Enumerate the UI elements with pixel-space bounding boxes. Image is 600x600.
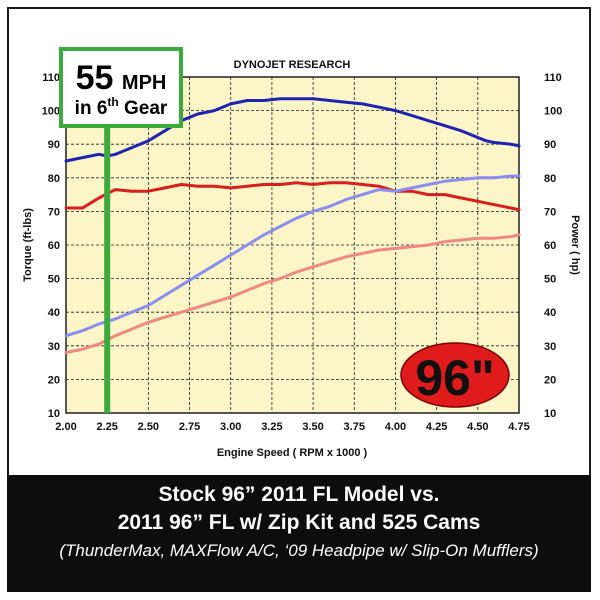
y-tick-label-left: 80 [48,173,60,185]
series-line-1 [64,97,521,163]
y-tick-label-right: 70 [544,206,556,218]
y-tick-label-right: 30 [544,341,556,353]
y-tick-label-right: 10 [544,408,556,420]
y-tick-label-left: 110 [42,72,60,84]
y-tick-label-left: 20 [48,374,60,386]
y-tick-label-left: 10 [48,408,60,420]
caption-banner: Stock 96” 2011 FL Model vs. 2011 96” FL … [7,475,591,592]
x-tick-label: 3.00 [220,421,241,433]
y-tick-label-right: 60 [544,240,556,252]
y-tick-label-right: 110 [544,72,562,84]
y-tick-label-left: 100 [42,106,60,118]
x-tick-label: 4.50 [467,421,488,433]
y-tick-label-right: 20 [544,374,556,386]
x-tick-label: 2.75 [179,421,200,433]
speed-number: 55 [76,59,114,97]
x-tick-label: 4.00 [385,421,406,433]
dyno-chart: 2.00 2.25 2.50 2.75 3.00 3.25 3.50 3.75 4.00 4.25… [22,47,581,459]
y-tick-label-right: 100 [544,106,562,118]
series-lines [64,97,521,354]
y-tick-label-left: 30 [48,341,60,353]
x-tick-label: 3.75 [344,421,365,433]
x-tick-label: 4.25 [426,421,447,433]
axis-ticks: 2.00 2.25 2.50 2.75 3.00 3.25 3.50 3.75 4.00 4.25… [42,72,563,433]
speed-annotation-box [59,47,183,128]
displacement-badge: 96" [400,342,510,408]
x-tick-label: 3.25 [261,421,282,433]
x-tick-label: 3.50 [302,421,323,433]
speed-unit: MPH [122,72,166,94]
gear-superscript: th [107,95,118,109]
x-tick-label: 4.75 [508,421,529,433]
x-tick-label: 2.25 [96,421,117,433]
x-tick-label: 2.00 [55,421,76,433]
y-tick-label-right: 50 [544,274,556,286]
y-tick-label-right: 90 [544,139,556,151]
caption-line-1: Stock 96” 2011 FL Model vs. [158,483,440,506]
series-line-2 [64,181,521,212]
x-axis-label: Engine Speed ( RPM x 1000 ) [217,447,368,459]
x-tick-label: 2.50 [138,421,159,433]
gear-prefix: in 6 [75,98,108,119]
caption-line-3: (ThunderMax, MAXFlow A/C, ‘09 Headpipe w… [59,541,539,560]
y-tick-label-left: 40 [48,307,60,319]
y-tick-label-right: 80 [544,173,556,185]
y-tick-label-right: 40 [544,307,556,319]
badge-text: 96" [415,350,494,406]
y-axis-label-left: Torque (ft-lbs) [22,208,34,282]
caption-line-2: 2011 96” FL w/ Zip Kit and 525 Cams [117,511,481,534]
y-tick-label-left: 90 [48,139,60,151]
series-line-4 [64,233,521,354]
y-tick-label-left: 70 [48,206,60,218]
y-tick-label-left: 60 [48,240,60,252]
y-axis-label-right: Power ( hp) [569,215,581,275]
badge-ellipse [400,342,510,408]
y-tick-label-left: 50 [48,274,60,286]
gear-annotation: in 6th Gear [75,95,168,119]
speed-annotation-value: 55 MPH [76,59,167,97]
series-line-3 [64,174,521,338]
speed-annotation: 55 MPH in 6th Gear [59,47,183,128]
gear-suffix: Gear [119,98,168,119]
chart-title: DYNOJET RESEARCH [234,59,351,71]
